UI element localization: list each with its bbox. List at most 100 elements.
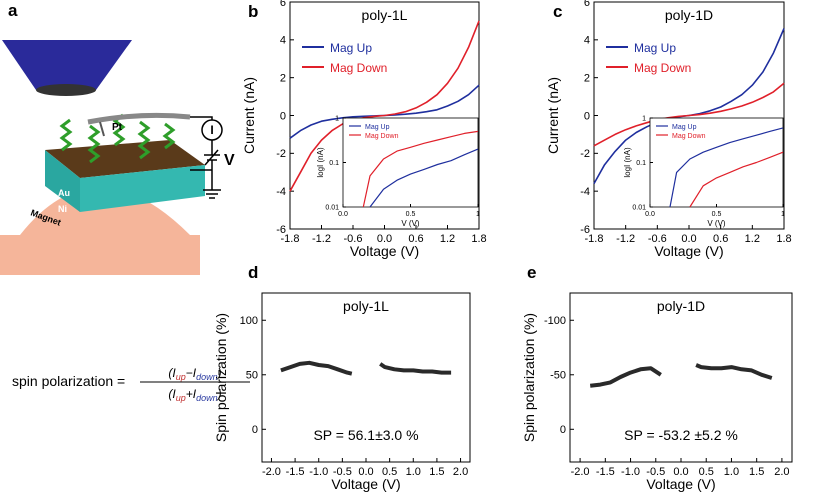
series-line [362, 130, 479, 208]
symbol: ) [216, 387, 222, 401]
chart-title: poly-1L [343, 298, 389, 314]
x-tick-label: 1.0 [724, 466, 739, 478]
legend-label: Mag Up [672, 124, 697, 131]
plot-area [342, 117, 479, 208]
y-tick-label: 6 [584, 0, 590, 9]
x-tick-label: 1.5 [429, 466, 444, 478]
annotation: SP = -53.2 ±5.2 % [624, 427, 738, 443]
gold-label: Au [58, 188, 70, 198]
x-tick-label: 0.5 [382, 466, 397, 478]
subscript: up [176, 393, 186, 403]
legend-label: Mag Up [634, 41, 676, 55]
x-axis-label: Voltage (V) [646, 476, 715, 492]
nickel-side [80, 165, 205, 212]
x-tick-label: -1.0 [309, 466, 328, 478]
plot-area [261, 292, 471, 463]
chart-title: poly-1D [665, 7, 713, 23]
legend-label: Mag Down [330, 61, 387, 75]
tip [99, 121, 105, 137]
x-tick-label: -1.2 [312, 233, 331, 245]
annotation: SP = 56.1±3.0 % [313, 427, 418, 443]
panel-label: a [8, 1, 18, 20]
x-tick-label: 0.5 [699, 466, 714, 478]
x-tick-label: 0.0 [358, 466, 373, 478]
x-tick-label: 0.0 [673, 466, 688, 478]
y-axis-label: Current (nA) [241, 77, 257, 154]
panel-label: b [248, 2, 258, 21]
x-tick-label: 2.0 [774, 466, 789, 478]
plot-area [649, 117, 784, 208]
y-tick-label: -6 [580, 224, 590, 236]
lens [36, 84, 96, 96]
magnet-body [20, 187, 190, 235]
symbol: (I [168, 366, 176, 380]
x-tick-label: 0.6 [408, 233, 423, 245]
objective [2, 40, 132, 90]
x-axis-label: V (V) [707, 219, 726, 228]
symbol: +I [186, 387, 197, 401]
legend-label: Mag Up [365, 124, 390, 131]
denominator: (Iup+Idown) [168, 387, 221, 403]
y-tick-label: 1 [642, 115, 646, 122]
y-tick-label: 1 [335, 115, 339, 122]
x-tick-label: 0.0 [338, 211, 348, 218]
y-tick-label: 2 [280, 73, 286, 85]
chart-title: poly-1D [657, 298, 705, 314]
x-tick-label: -1.5 [596, 466, 615, 478]
source-label: V [224, 152, 235, 169]
y-tick-label: 4 [280, 35, 286, 47]
x-tick-label: 1.8 [776, 233, 791, 245]
schematic: a Pt I V Au Ni Magnet [0, 1, 235, 275]
y-tick-label: -2 [580, 148, 590, 160]
subscript: up [176, 372, 186, 382]
panel: -2.0 -1.5 -1.0 -0.5 0.0 0.5 1.0 1.5 2.0 0 50 100 pol… [213, 263, 471, 492]
x-tick-label: -0.6 [648, 233, 667, 245]
meter-label: I [210, 123, 213, 137]
gold-layer [45, 140, 205, 178]
x-tick-label: -1.2 [616, 233, 635, 245]
x-tick-label: 1 [476, 211, 480, 218]
y-axis-label: logI (nA) [623, 147, 632, 178]
y-tick-label: 6 [280, 0, 286, 9]
y-tick-label: 0 [280, 110, 286, 122]
numerator: (Iup−Idown) [168, 366, 221, 382]
y-tick-label: 0 [584, 110, 590, 122]
x-tick-label: 2.0 [453, 466, 468, 478]
y-tick-label: -2 [276, 148, 286, 160]
y-tick-label: 50 [246, 370, 258, 382]
x-tick-label: 0.0 [377, 233, 392, 245]
y-tick-label: -4 [276, 186, 286, 198]
x-tick-label: 0.6 [713, 233, 728, 245]
series-line [369, 148, 479, 208]
x-tick-label: -0.5 [333, 466, 352, 478]
x-tick-label: -1.8 [281, 233, 300, 245]
y-tick-label: 0 [252, 424, 258, 436]
y-axis-label: Spin polarization (%) [521, 313, 537, 442]
legend-label: Mag Down [672, 133, 706, 140]
x-tick-label: -1.0 [621, 466, 640, 478]
symbol: ) [216, 366, 222, 380]
x-tick-label: 0.5 [712, 211, 722, 218]
panel: -2.0 -1.5 -1.0 -0.5 0.0 0.5 1.0 1.5 2.0 -100 -50 0 p… [521, 263, 793, 492]
y-tick-label: 100 [240, 315, 258, 327]
x-tick-label: 1.8 [471, 233, 486, 245]
x-tick-label: 1.2 [745, 233, 760, 245]
y-tick-label: -50 [550, 370, 566, 382]
y-tick-label: -4 [580, 186, 590, 198]
legend-label: Mag Up [330, 41, 372, 55]
x-tick-label: -2.0 [262, 466, 281, 478]
nickel-label: Ni [58, 204, 67, 214]
series-line [669, 127, 784, 208]
circuit [190, 116, 223, 199]
y-tick-label: 2 [584, 73, 590, 85]
x-tick-label: -2.0 [571, 466, 590, 478]
legend-label: Mag Down [365, 133, 399, 140]
cantilever [87, 112, 191, 125]
helices [59, 113, 176, 164]
x-tick-label: -1.8 [585, 233, 604, 245]
formula: spin polarization = (Iup−Idown) (Iup+Ido… [12, 366, 250, 403]
x-axis-label: Voltage (V) [350, 243, 419, 259]
tip-label: Pt [112, 122, 123, 133]
y-tick-label: 0.1 [329, 160, 339, 167]
x-axis-label: Voltage (V) [654, 243, 723, 259]
